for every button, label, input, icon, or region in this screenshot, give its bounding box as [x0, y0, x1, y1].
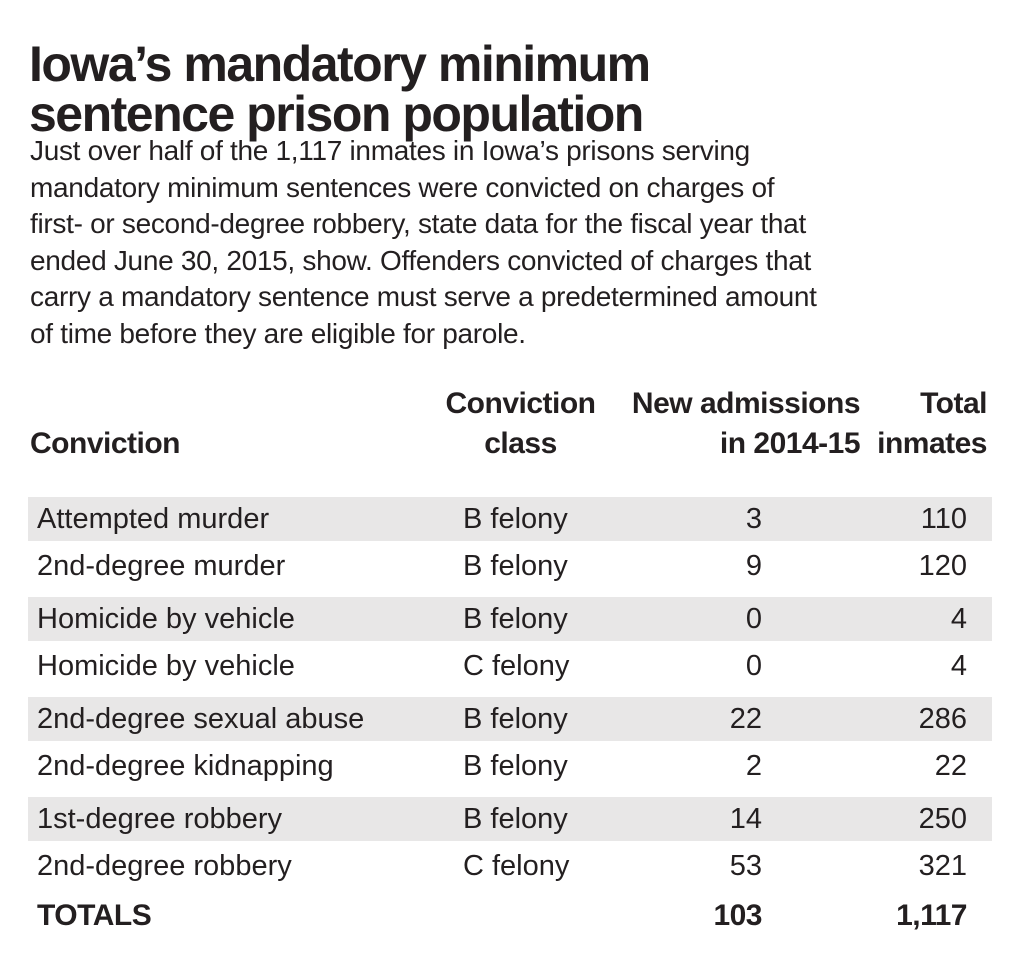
total-inmates-cell: 22 [934, 750, 967, 782]
totals-label: TOTALS [37, 899, 152, 932]
col-header-new-admissions: New admissions in 2014-15 [631, 384, 861, 464]
total-inmates-cell: 4 [950, 603, 967, 635]
conviction-class-cell: B felony [463, 703, 568, 735]
conviction-cell: 2nd-degree kidnapping [37, 750, 334, 782]
conviction-cell: 1st-degree robbery [37, 803, 283, 835]
intro-line: mandatory minimum sentences were convict… [30, 171, 775, 203]
table-row: 2nd-degree murder B felony 9 120 [28, 541, 992, 591]
conviction-class-cell: B felony [463, 550, 568, 582]
total-inmates-cell: 4 [950, 650, 967, 682]
table-row: 2nd-degree kidnapping B felony 2 22 [28, 741, 992, 791]
total-inmates-cell: 120 [918, 550, 967, 582]
table-row: 1st-degree robbery B felony 14 250 [28, 791, 992, 841]
total-inmates-cell: 250 [918, 803, 967, 835]
totals-class-cell [433, 891, 608, 941]
new-admissions-cell: 0 [745, 603, 762, 635]
col-header-new-admissions-line-2: in 2014-15 [719, 427, 861, 460]
new-admissions-cell: 22 [729, 703, 762, 735]
intro-line: ended June 30, 2015, show. Offenders con… [30, 244, 811, 276]
totals-row: TOTALS 103 1,117 [28, 891, 992, 941]
new-admissions-cell: 0 [745, 650, 762, 682]
conviction-class-cell: B felony [463, 803, 568, 835]
intro-line: Just over half of the 1,117 inmates in I… [30, 135, 750, 166]
conviction-class-cell: C felony [463, 650, 570, 682]
col-header-conviction-class-line-2: class [484, 427, 557, 460]
conviction-cell: 2nd-degree murder [37, 550, 286, 582]
intro-line: of time before they are eligible for par… [30, 317, 526, 349]
conviction-cell: Attempted murder [37, 503, 270, 535]
conviction-cell: Homicide by vehicle [37, 650, 295, 682]
table-body: Attempted murder B felony 3 110 2nd-degr… [28, 491, 992, 941]
total-inmates-cell: 286 [918, 703, 967, 735]
page-title-line-1: Iowa’s mandatory minimum [29, 35, 651, 92]
conviction-cell: 2nd-degree robbery [37, 850, 292, 882]
conviction-class-cell: B felony [463, 603, 568, 635]
new-admissions-cell: 53 [729, 850, 762, 882]
intro-line: carry a mandatory sentence must serve a … [30, 281, 817, 312]
conviction-class-cell: C felony [463, 850, 570, 882]
table-row: 2nd-degree sexual abuse B felony 22 286 [28, 691, 992, 741]
col-header-total-inmates-line-2: inmates [877, 427, 987, 460]
new-admissions-cell: 14 [729, 803, 762, 835]
intro-paragraph: Just over half of the 1,117 inmates in I… [30, 133, 817, 352]
col-header-total-inmates-line-1: Total [920, 387, 987, 420]
conviction-cell: 2nd-degree sexual abuse [37, 703, 365, 735]
conviction-class-cell: B felony [463, 503, 568, 535]
conviction-class-cell: B felony [463, 750, 568, 782]
page-title: Iowa’s mandatory minimum sentence prison… [29, 35, 651, 142]
totals-total-inmates: 1,117 [896, 899, 967, 932]
table-row: Homicide by vehicle B felony 0 4 [28, 591, 992, 641]
conviction-cell: Homicide by vehicle [37, 603, 295, 635]
new-admissions-cell: 9 [745, 550, 762, 582]
col-header-conviction: Conviction [30, 427, 181, 460]
total-inmates-cell: 110 [920, 503, 967, 535]
table-row: 2nd-degree robbery C felony 53 321 [28, 841, 992, 891]
col-header-total-inmates: Total inmates [877, 384, 987, 464]
new-admissions-cell: 2 [745, 750, 762, 782]
table-row: Homicide by vehicle C felony 0 4 [28, 641, 992, 691]
table-row: Attempted murder B felony 3 110 [28, 491, 992, 541]
totals-new-admissions: 103 [713, 899, 762, 932]
col-header-new-admissions-line-1: New admissions [631, 387, 861, 420]
table-header: Conviction Conviction class New admissio… [28, 387, 992, 468]
col-header-conviction-class-line-1: Conviction [445, 387, 597, 420]
page-title-line-2: sentence prison population [29, 85, 644, 142]
new-admissions-cell: 3 [745, 503, 762, 535]
total-inmates-cell: 321 [918, 850, 967, 882]
col-header-conviction-class: Conviction class [433, 384, 608, 464]
intro-line: first- or second-degree robbery, state d… [30, 208, 806, 239]
